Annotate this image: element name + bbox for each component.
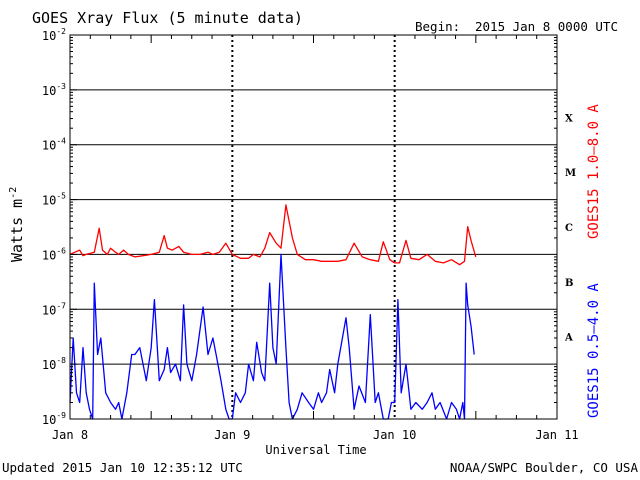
y-axis-label: Watts m-2	[8, 187, 26, 262]
y-tick-label-1e-6: 10-6	[42, 246, 66, 262]
data-source: NOAA/SWPC Boulder, CO USA	[450, 460, 639, 475]
y-tick-exponent: -5	[56, 192, 66, 201]
y-tick-base: 10	[42, 248, 56, 262]
flare-class-B: B	[565, 278, 573, 289]
y-tick-label-1e-8: 10-8	[42, 356, 66, 372]
y-tick-base: 10	[42, 303, 56, 317]
x-tick-label-3: Jan 11	[535, 428, 578, 442]
y-tick-base: 10	[42, 84, 56, 98]
y-tick-base: 10	[42, 139, 56, 153]
flare-class-C: C	[565, 223, 573, 234]
y-tick-exponent: -9	[56, 411, 66, 420]
y-tick-exponent: -2	[56, 27, 66, 36]
y-tick-exponent: -4	[56, 137, 66, 146]
x-tick-label-1: Jan 9	[214, 428, 250, 442]
y-tick-base: 10	[42, 29, 56, 43]
y-tick-label-1e-2: 10-2	[42, 27, 66, 43]
y-tick-label-1e-7: 10-7	[42, 301, 66, 317]
y-tick-label-1e-9: 10-9	[42, 411, 66, 427]
begin-value: 2015 Jan 8 0000 UTC	[475, 19, 618, 34]
y-tick-base: 10	[42, 358, 56, 372]
y-tick-exponent: -7	[56, 301, 66, 310]
x-axis-label: Universal Time	[265, 443, 366, 457]
updated-timestamp: Updated 2015 Jan 10 12:35:12 UTC	[2, 460, 243, 475]
y-tick-base: 10	[42, 194, 56, 208]
chart-title: GOES Xray Flux (5 minute data)	[32, 9, 303, 27]
x-tick-label-0: Jan 8	[52, 428, 88, 442]
flare-class-M: M	[565, 168, 576, 179]
y-axis-label-base: Watts m	[8, 199, 26, 262]
y-tick-label-1e-4: 10-4	[42, 137, 66, 153]
y-tick-exponent: -6	[56, 246, 66, 255]
series-line-0	[69, 204, 477, 266]
legend-entry-1: GOES15 0.5–4.0 A	[586, 283, 602, 418]
y-tick-exponent: -3	[56, 82, 66, 91]
x-tick-label-2: Jan 10	[373, 428, 416, 442]
y-tick-label-1e-3: 10-3	[42, 82, 66, 98]
y-tick-base: 10	[42, 413, 56, 427]
flare-class-X: X	[565, 113, 573, 124]
legend-layer: GOES15 1.0–8.0 A GOES15 0.5–4.0 A	[586, 104, 602, 418]
y-axis-label-exponent: -2	[8, 187, 19, 199]
begin-label: Begin:	[415, 19, 460, 34]
series-layer	[69, 204, 477, 420]
y-tick-label-1e-5: 10-5	[42, 192, 66, 208]
legend-entry-0: GOES15 1.0–8.0 A	[586, 104, 602, 239]
flare-class-A: A	[564, 333, 573, 344]
series-line-1	[69, 253, 475, 420]
y-tick-exponent: -8	[56, 356, 66, 365]
